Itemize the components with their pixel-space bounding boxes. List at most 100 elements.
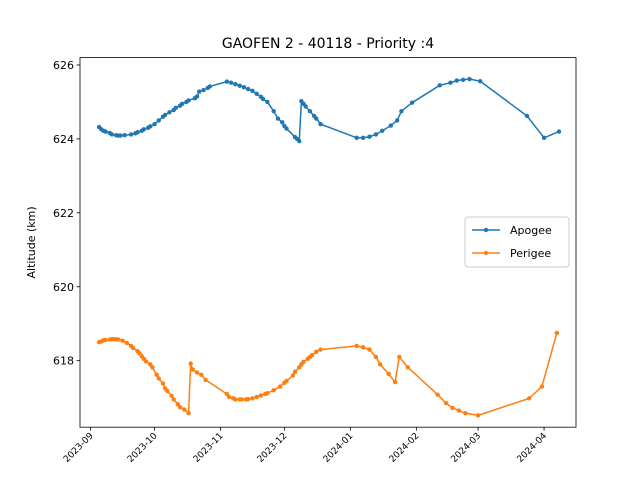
data-point-apogee (228, 80, 234, 85)
data-point-apogee (303, 104, 308, 109)
data-point-apogee (250, 88, 255, 94)
data-point-apogee (167, 110, 172, 115)
data-point-apogee (360, 135, 366, 140)
data-point-apogee (245, 86, 251, 92)
y-tick-label: 618 (53, 355, 74, 368)
data-point-apogee (173, 105, 178, 111)
data-point-apogee (280, 120, 285, 125)
data-point-perigee (290, 373, 296, 378)
data-point-perigee (318, 347, 323, 352)
data-point-perigee (405, 365, 411, 370)
y-tick-label: 624 (53, 133, 74, 146)
data-point-perigee (194, 370, 200, 375)
data-point-apogee (541, 135, 547, 140)
data-point-perigee (309, 352, 315, 358)
data-point-apogee (237, 83, 242, 88)
data-point-perigee (292, 369, 298, 374)
data-point-apogee (314, 116, 319, 121)
data-point-apogee (118, 133, 123, 138)
data-point-apogee (556, 129, 562, 134)
data-point-perigee (314, 349, 319, 354)
legend-marker-apogee (483, 227, 489, 233)
data-point-perigee (301, 359, 306, 364)
data-point-apogee (388, 123, 393, 128)
data-point-apogee (307, 108, 313, 114)
data-point-perigee (239, 397, 244, 402)
data-point-apogee (241, 84, 247, 90)
data-point-perigee (456, 408, 462, 413)
data-point-perigee (169, 393, 174, 398)
data-point-perigee (124, 340, 130, 346)
data-point-apogee (233, 82, 238, 87)
data-point-perigee (354, 343, 359, 349)
data-point-apogee (524, 113, 530, 119)
data-point-perigee (271, 388, 276, 393)
data-point-perigee (463, 410, 468, 416)
legend: Apogee Perigee (464, 216, 570, 268)
data-point-perigee (116, 337, 121, 342)
data-point-apogee (454, 78, 459, 83)
data-point-perigee (203, 377, 208, 383)
data-point-perigee (120, 338, 125, 343)
data-point-perigee (199, 372, 204, 377)
data-point-apogee (448, 80, 453, 85)
y-axis: 618 620 622 624 626 (53, 59, 80, 368)
legend-label-perigee: Perigee (510, 247, 551, 260)
data-point-perigee (160, 381, 166, 386)
data-point-apogee (318, 121, 323, 127)
data-point-perigee (475, 413, 481, 418)
series-layer (96, 76, 562, 418)
y-tick-label: 620 (53, 281, 74, 294)
data-point-apogee (399, 108, 404, 114)
data-point-apogee (380, 128, 385, 133)
data-point-apogee (271, 108, 276, 114)
plot-area (96, 76, 562, 418)
data-point-apogee (460, 77, 466, 82)
data-point-perigee (435, 392, 440, 397)
data-point-perigee (245, 396, 251, 402)
data-point-perigee (258, 393, 264, 398)
data-point-perigee (386, 371, 391, 377)
series-points-apogee (96, 76, 562, 144)
y-axis-label: Altitude (km) (25, 206, 38, 278)
data-point-perigee (171, 397, 176, 402)
data-point-apogee (152, 121, 157, 127)
legend-label-apogee: Apogee (510, 224, 552, 237)
data-point-perigee (226, 394, 232, 400)
data-point-perigee (186, 410, 191, 416)
data-point-perigee (250, 396, 255, 401)
data-point-perigee (131, 345, 136, 351)
data-point-apogee (284, 126, 289, 131)
data-point-apogee (103, 129, 108, 134)
series-points-perigee (96, 330, 560, 418)
data-point-perigee (165, 388, 170, 394)
data-point-apogee (128, 132, 134, 137)
data-point-apogee (265, 99, 270, 105)
data-point-apogee (179, 101, 185, 107)
data-point-apogee (148, 124, 153, 129)
data-point-apogee (409, 100, 415, 105)
data-point-perigee (154, 372, 159, 377)
axes-frame (79, 57, 577, 428)
data-point-apogee (367, 134, 372, 139)
data-point-apogee (254, 91, 259, 97)
data-point-perigee (156, 376, 161, 381)
data-point-apogee (162, 112, 168, 118)
data-point-perigee (190, 367, 196, 372)
data-point-apogee (354, 135, 359, 140)
data-point-perigee (367, 347, 372, 352)
data-point-apogee (201, 87, 206, 93)
data-point-perigee (373, 354, 379, 360)
data-point-apogee (260, 96, 266, 102)
data-point-apogee (156, 118, 161, 123)
data-point-apogee (141, 127, 147, 132)
data-point-perigee (284, 378, 289, 384)
data-point-perigee (526, 396, 532, 401)
data-point-perigee (182, 407, 187, 412)
data-point-perigee (177, 405, 183, 410)
data-point-perigee (397, 354, 402, 360)
data-point-perigee (360, 345, 366, 350)
data-point-perigee (103, 337, 108, 343)
data-point-perigee (443, 400, 449, 406)
